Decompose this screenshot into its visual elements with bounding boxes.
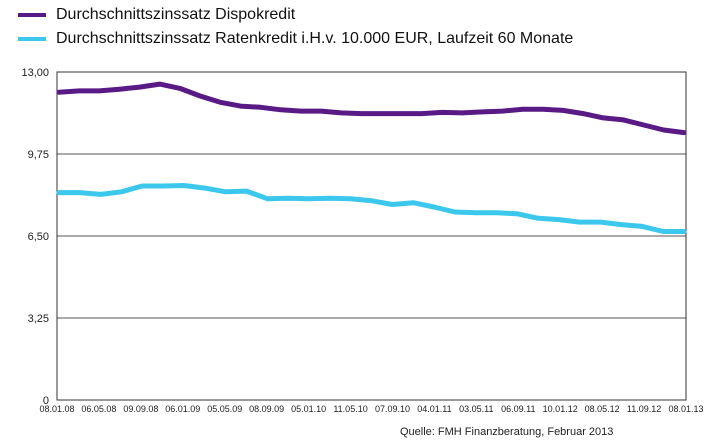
x-tick-label: 11.09.12 [627, 404, 661, 414]
x-tick-label: 08.05.12 [585, 404, 620, 414]
series-line-dispokredit [56, 81, 687, 136]
legend-label-ratenkredit: Durchschnittszinssatz Ratenkredit i.H.v.… [56, 30, 574, 47]
x-tick-label: 08.01.08 [39, 404, 74, 414]
y-tick-label: 0 [43, 395, 49, 407]
x-tick-label: 07.09.10 [375, 404, 410, 414]
source-note: Quelle: FMH Finanzberatung, Februar 2013 [400, 426, 614, 438]
x-tick-label: 06.01.09 [165, 404, 200, 414]
x-tick-label: 08.01.13 [668, 404, 703, 414]
x-tick-label: 09.09.08 [123, 404, 158, 414]
y-tick-label: 9,75 [28, 149, 49, 161]
y-tick-label: 3,25 [28, 313, 49, 325]
x-tick-label: 06.05.08 [81, 404, 116, 414]
x-tick-label: 05.01.10 [291, 404, 326, 414]
x-tick-label: 05.05.09 [207, 404, 242, 414]
x-tick-label: 04.01.11 [417, 404, 451, 414]
x-tick-label: 08.09.09 [249, 404, 284, 414]
x-tick-label: 10.01.12 [543, 404, 578, 414]
legend-item-ratenkredit: Durchschnittszinssatz Ratenkredit i.H.v.… [18, 27, 573, 51]
y-tick-label: 6,50 [28, 231, 49, 243]
series-line-ratenkredit [56, 183, 687, 234]
plot-frame [56, 71, 687, 401]
legend-swatch-dispokredit [18, 13, 46, 17]
x-tick-label: 11.05.10 [333, 404, 367, 414]
x-tick-label: 06.09.11 [501, 404, 535, 414]
legend-label-dispokredit: Durchschnittszinssatz Dispokredit [56, 6, 296, 23]
legend-item-dispokredit: Durchschnittszinssatz Dispokredit [18, 3, 573, 27]
y-tick-label: 13,00 [21, 67, 49, 79]
x-tick-label: 03.05.11 [459, 404, 493, 414]
chart-legend: Durchschnittszinssatz Dispokredit Durchs… [18, 3, 573, 51]
legend-swatch-ratenkredit [18, 37, 46, 41]
